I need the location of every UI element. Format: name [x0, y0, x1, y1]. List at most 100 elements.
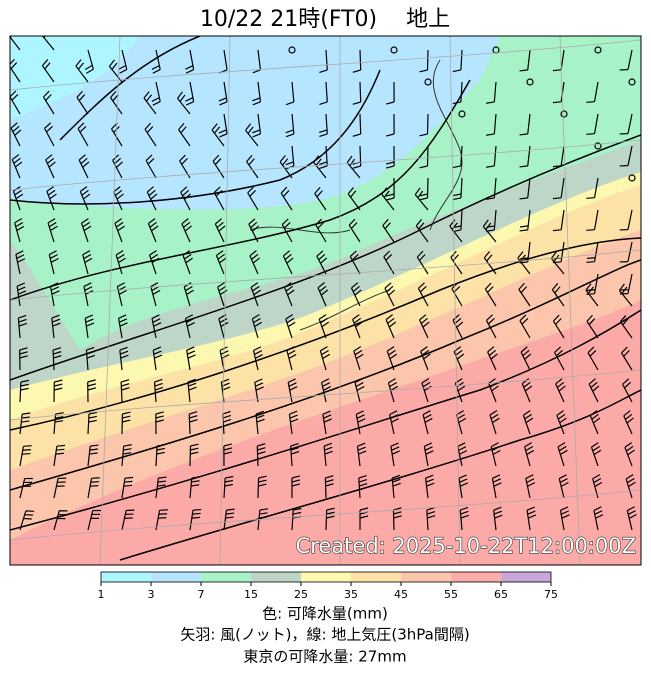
- wind-barb: [287, 378, 298, 403]
- calm-mark: [628, 174, 636, 182]
- wind-barb: [16, 282, 27, 307]
- wind-barb: [83, 282, 94, 307]
- wind-barb: [87, 444, 99, 467]
- wind-barb: [318, 145, 328, 170]
- wind-barb: [354, 378, 365, 403]
- wind-barb: [222, 410, 232, 435]
- wind-barb: [245, 123, 259, 147]
- wind-barb: [384, 282, 396, 307]
- colorbar-tick-label: 75: [544, 588, 558, 601]
- wind-barb: [146, 186, 158, 211]
- wind-barb: [483, 251, 497, 275]
- wind-barb: [17, 314, 28, 339]
- wind-barb: [41, 59, 55, 83]
- wind-barb: [422, 410, 433, 435]
- colorbar-tick-label: 35: [344, 588, 358, 601]
- wind-barb: [116, 282, 127, 307]
- wind-barb: [283, 282, 295, 307]
- colorbar-tick-label: 7: [198, 588, 205, 601]
- calm-mark: [526, 78, 534, 86]
- wind-barb: [521, 378, 533, 403]
- wind-barb: [586, 81, 599, 103]
- wind-barb: [144, 122, 157, 147]
- wind-barb: [151, 314, 162, 339]
- wind-barb: [179, 154, 191, 179]
- wind-barb: [555, 378, 566, 403]
- wind-barb: [355, 410, 366, 435]
- wind-barb: [215, 250, 227, 275]
- wind-barb: [189, 508, 202, 531]
- wind-barb: [19, 347, 28, 371]
- wind-barb: [153, 378, 164, 403]
- wind-barb: [525, 474, 536, 499]
- wind-barb: [19, 477, 33, 499]
- wind-barb: [553, 346, 565, 371]
- wind-barb: [482, 219, 497, 243]
- wind-barb: [552, 145, 565, 168]
- wind-barb: [552, 177, 565, 200]
- wind-barb: [291, 475, 301, 499]
- colorbar-tick-label: 15: [244, 588, 258, 601]
- wind-barb: [120, 379, 130, 403]
- wind-barb: [223, 443, 233, 467]
- wind-barb: [42, 90, 55, 115]
- wind-barb: [108, 59, 123, 83]
- wind-barb: [317, 282, 329, 307]
- wind-barb: [423, 442, 434, 467]
- wind-barb: [281, 218, 293, 243]
- wind-barb: [78, 154, 90, 179]
- wind-barb: [486, 177, 497, 200]
- wind-barb: [346, 155, 361, 179]
- wind-barb: [52, 347, 62, 371]
- wind-barb: [252, 81, 262, 106]
- title: 10/22 21時(FT0) 地上: [200, 7, 450, 32]
- calm-mark: [390, 46, 398, 54]
- wind-barb: [486, 81, 497, 104]
- calm-mark: [628, 78, 636, 86]
- wind-barb: [45, 154, 56, 179]
- wind-barb: [14, 218, 25, 243]
- wind-barb: [486, 113, 497, 136]
- wind-barb: [47, 218, 58, 243]
- wind-barb: [145, 154, 157, 179]
- wind-barb: [623, 410, 634, 435]
- wind-barb: [286, 346, 297, 371]
- wind-barb: [489, 410, 500, 435]
- wind-barb: [121, 476, 134, 499]
- wind-barb: [251, 314, 262, 339]
- wind-barb: [212, 154, 225, 179]
- colorbar-segment: [201, 572, 251, 582]
- wind-barb: [586, 314, 599, 339]
- wind-barb: [214, 218, 226, 243]
- wind-barb: [155, 476, 167, 499]
- wind-barb: [586, 177, 599, 199]
- wind-barb: [589, 410, 601, 435]
- wind-barb: [519, 177, 531, 200]
- wind-barb: [53, 412, 64, 435]
- wind-barb: [620, 346, 633, 371]
- wind-barb: [449, 219, 463, 243]
- wind-barb: [557, 442, 568, 467]
- wind-barb: [519, 113, 531, 136]
- wind-barb: [252, 113, 262, 138]
- calm-mark: [594, 46, 602, 54]
- caption: 矢羽: 風(ノット)，線: 地上気圧(3hPa間隔): [180, 626, 469, 644]
- calm-mark: [560, 110, 568, 118]
- wind-barb: [625, 474, 636, 499]
- wind-barb: [51, 314, 61, 339]
- colorbar-tick-label: 55: [444, 588, 458, 601]
- wind-barb: [590, 442, 602, 467]
- wind-barb: [152, 346, 163, 371]
- wind-barb: [282, 250, 294, 275]
- wind-barb: [454, 378, 466, 403]
- wind-barb: [486, 145, 497, 168]
- wind-barb: [619, 315, 633, 339]
- wind-barb: [10, 122, 22, 147]
- wind-barb: [452, 49, 463, 73]
- wind-barb: [551, 283, 565, 307]
- wind-barb: [324, 475, 334, 499]
- wind-barb: [315, 218, 327, 243]
- wind-barb: [19, 379, 30, 403]
- wind-barb: [453, 346, 465, 371]
